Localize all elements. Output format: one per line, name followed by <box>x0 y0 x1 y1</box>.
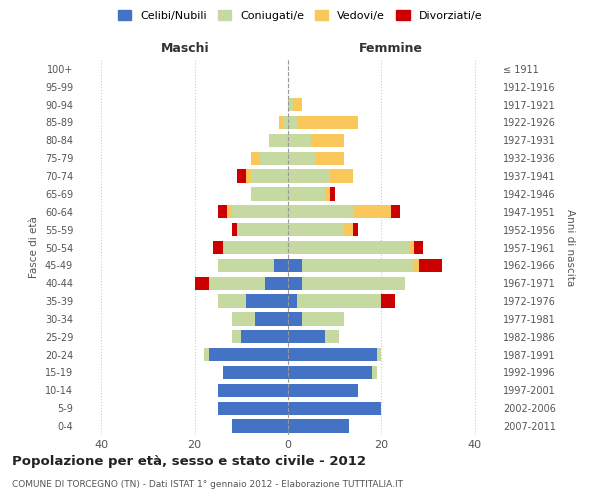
Bar <box>236 170 246 183</box>
Bar <box>288 330 325 344</box>
Bar <box>298 294 382 308</box>
Bar <box>288 205 353 218</box>
Bar <box>311 134 344 147</box>
Bar <box>232 330 241 344</box>
Bar <box>414 258 419 272</box>
Bar <box>274 258 288 272</box>
Bar <box>232 205 288 218</box>
Y-axis label: Fasce di età: Fasce di età <box>29 216 39 278</box>
Bar <box>288 241 409 254</box>
Bar <box>302 258 414 272</box>
Bar <box>288 312 302 326</box>
Bar <box>288 420 349 433</box>
Bar <box>372 366 377 379</box>
Bar <box>218 258 274 272</box>
Bar <box>330 187 335 200</box>
Bar <box>377 348 382 362</box>
Bar <box>269 134 288 147</box>
Bar <box>214 241 223 254</box>
Bar <box>265 276 288 290</box>
Bar <box>316 152 344 165</box>
Bar <box>288 294 298 308</box>
Bar <box>288 348 377 362</box>
Bar <box>288 402 382 415</box>
Bar <box>223 366 288 379</box>
Text: COMUNE DI TORCEGNO (TN) - Dati ISTAT 1° gennaio 2012 - Elaborazione TUTTITALIA.I: COMUNE DI TORCEGNO (TN) - Dati ISTAT 1° … <box>12 480 403 489</box>
Bar <box>302 276 404 290</box>
Bar <box>325 330 340 344</box>
Bar <box>260 152 288 165</box>
Bar <box>288 170 330 183</box>
Legend: Celibi/Nubili, Coniugati/e, Vedovi/e, Divorziati/e: Celibi/Nubili, Coniugati/e, Vedovi/e, Di… <box>113 6 487 25</box>
Bar <box>218 402 288 415</box>
Bar <box>236 223 288 236</box>
Bar <box>232 223 236 236</box>
Bar <box>302 312 344 326</box>
Bar <box>293 98 302 112</box>
Bar <box>382 294 395 308</box>
Bar <box>209 348 288 362</box>
Bar <box>251 170 288 183</box>
Bar <box>218 205 227 218</box>
Bar <box>288 98 293 112</box>
Bar <box>353 223 358 236</box>
Bar <box>325 187 330 200</box>
Bar <box>232 420 288 433</box>
Bar <box>288 276 302 290</box>
Bar <box>288 152 316 165</box>
Bar <box>283 116 288 129</box>
Bar <box>288 258 302 272</box>
Bar <box>204 348 209 362</box>
Bar <box>256 312 288 326</box>
Bar <box>288 384 358 397</box>
Bar <box>241 330 288 344</box>
Bar <box>330 170 353 183</box>
Bar <box>223 241 288 254</box>
Bar <box>288 223 344 236</box>
Bar <box>298 116 358 129</box>
Bar <box>218 294 246 308</box>
Bar <box>227 205 232 218</box>
Bar <box>419 258 442 272</box>
Bar <box>194 276 209 290</box>
Text: Popolazione per età, sesso e stato civile - 2012: Popolazione per età, sesso e stato civil… <box>12 455 366 468</box>
Bar <box>209 276 265 290</box>
Bar <box>232 312 256 326</box>
Bar <box>409 241 414 254</box>
Text: Maschi: Maschi <box>161 42 209 54</box>
Text: Femmine: Femmine <box>359 42 422 54</box>
Bar <box>353 205 391 218</box>
Bar <box>288 187 325 200</box>
Bar <box>251 187 288 200</box>
Bar <box>414 241 424 254</box>
Bar <box>246 170 251 183</box>
Bar <box>344 223 353 236</box>
Bar <box>251 152 260 165</box>
Bar <box>278 116 283 129</box>
Bar <box>246 294 288 308</box>
Bar <box>218 384 288 397</box>
Bar <box>288 366 372 379</box>
Bar <box>288 116 298 129</box>
Bar <box>288 134 311 147</box>
Y-axis label: Anni di nascita: Anni di nascita <box>565 209 575 286</box>
Bar <box>391 205 400 218</box>
